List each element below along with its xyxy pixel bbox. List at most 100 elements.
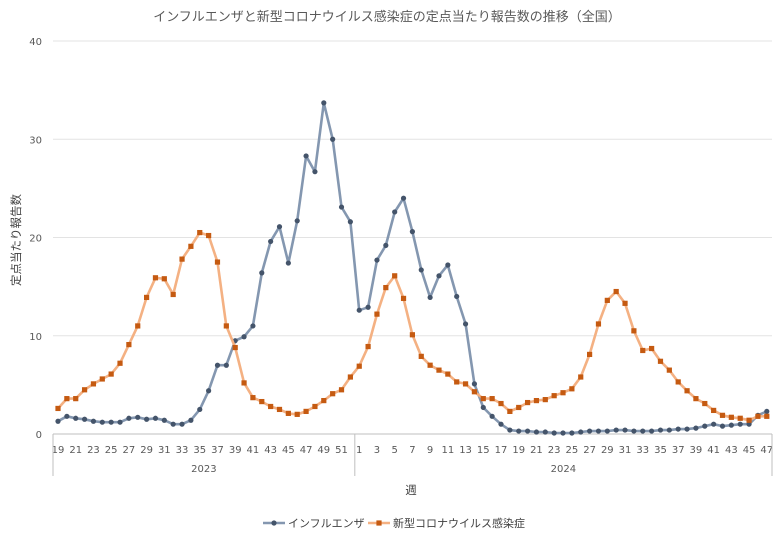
data-point [702,400,708,407]
data-point [675,379,681,385]
data-point [533,429,540,435]
data-point [206,232,212,239]
data-point [507,427,513,433]
series-covid19 [55,229,770,423]
data-point [268,403,274,410]
data-point [374,311,380,317]
data-point [135,323,141,329]
data-point [232,344,238,351]
data-point [241,380,247,386]
x-year-label: 2024 [551,464,576,475]
x-tick-label: 27 [123,445,136,456]
data-point [445,262,451,268]
data-point [108,371,114,377]
x-tick-label: 37 [672,445,685,456]
x-tick-label: 47 [760,445,773,456]
data-point [197,229,203,236]
x-tick-label: 39 [229,445,242,456]
x-tick-label: 33 [636,445,649,456]
data-point [524,399,531,406]
data-point [604,297,610,303]
legend-label: 新型コロナウイルス感染症 [393,516,525,530]
x-tick-label: 31 [158,445,171,456]
data-point [507,408,513,415]
data-point [81,387,88,393]
data-point [365,304,371,310]
data-point [489,413,495,419]
data-point [613,427,619,433]
data-point [445,371,451,377]
data-point [206,388,212,394]
x-tick-label: 25 [105,445,118,456]
x-tick-label: 3 [374,445,380,456]
data-point [188,417,194,423]
x-tick-label: 15 [477,445,490,456]
data-point [675,426,681,432]
data-point [569,430,575,436]
legend-label: インフルエンザ [288,517,365,530]
legend-item: 新型コロナウイルス感染症 [368,516,525,530]
data-point [498,400,504,407]
data-point [392,273,398,279]
data-point [418,267,424,273]
data-point [737,421,743,427]
data-point [179,256,185,262]
data-series [55,100,770,436]
data-point [338,204,345,210]
data-point [90,418,97,424]
data-point [480,396,486,402]
x-tick-label: 45 [282,445,295,456]
data-point [578,374,584,380]
data-point [427,294,433,301]
x-tick-label: 37 [211,445,224,456]
y-tick-label: 10 [29,332,42,343]
data-point [276,406,283,413]
data-point [649,428,655,434]
data-point [551,393,557,399]
data-point [551,430,557,436]
x-tick-label: 39 [690,445,703,456]
x-tick-label: 9 [427,445,433,456]
data-point [728,414,734,420]
x-tick-label: 17 [495,445,508,456]
data-point [657,358,664,364]
data-point [152,415,159,421]
legend-item: インフルエンザ [263,517,365,530]
x-tick-label: 51 [335,445,348,456]
data-point [259,398,265,405]
data-point [250,323,256,329]
chart-title: インフルエンザと新型コロナウイルス感染症の定点当たり報告数の推移（全国） [153,9,621,25]
x-tick-label: 29 [140,445,153,456]
data-point [436,273,442,279]
data-point [462,381,469,387]
x-tick-label: 31 [619,445,632,456]
x-tick-label: 25 [566,445,579,456]
data-point [285,260,291,266]
data-point [719,423,726,429]
data-point [418,353,424,359]
data-point [498,421,504,427]
data-point [90,381,97,387]
data-point [144,416,150,422]
data-point [462,321,469,327]
data-point [99,376,105,382]
data-point [126,415,132,421]
data-point [666,367,672,373]
data-point [179,421,185,427]
data-point [755,413,761,419]
data-point [400,195,407,201]
data-point [241,334,247,340]
data-point [560,390,566,396]
data-point [188,243,194,249]
x-tick-label: 23 [548,445,561,456]
x-axis: 19 21 23 25 27 29 31 33 35 37 39 41 43 45 47 49 51 1 3 5 7 9 1… [52,434,773,476]
data-point [117,419,123,425]
x-tick-label: 41 [707,445,720,456]
x-tick-label: 19 [512,445,525,456]
data-point [569,386,575,392]
data-point [321,100,327,106]
data-point [152,275,159,281]
data-point [303,153,309,159]
data-point [161,417,167,423]
